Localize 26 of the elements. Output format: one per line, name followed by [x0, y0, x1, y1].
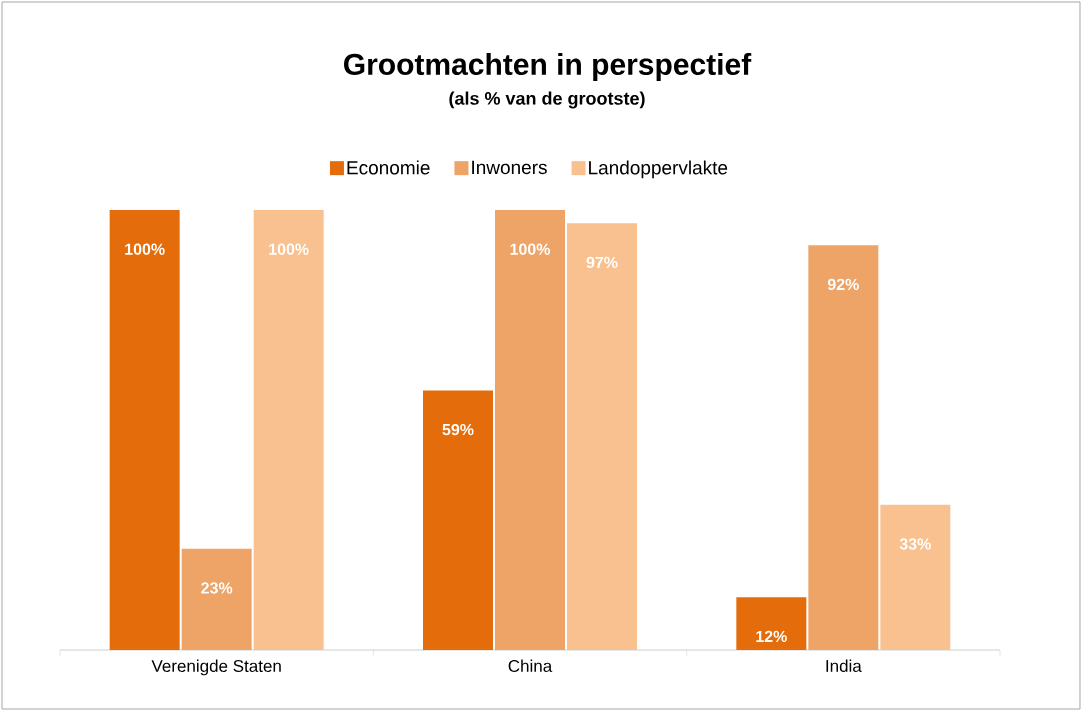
- bar: [567, 223, 638, 650]
- chart-title: Grootmachten in perspectief: [344, 53, 752, 81]
- legend-label: Economie: [347, 160, 430, 175]
- legend-label: Landoppervlakte: [589, 160, 728, 179]
- legend-label: Inwoners: [472, 160, 547, 175]
- bar: [495, 209, 565, 650]
- bar: [880, 504, 951, 650]
- x-tick-label: India: [826, 659, 862, 673]
- data-label: 92%: [827, 278, 859, 291]
- x-tick-label: Verenigde Staten: [151, 659, 281, 676]
- data-label: 100%: [510, 243, 551, 255]
- data-label: 100%: [125, 243, 165, 255]
- x-tick-label: China: [508, 659, 553, 673]
- bar: [109, 209, 180, 650]
- bar: [808, 245, 879, 650]
- chart-subtitle: (als % van de grootste): [449, 91, 645, 109]
- data-label: 33%: [899, 538, 931, 550]
- data-label: 23%: [201, 582, 233, 594]
- data-label: 97%: [586, 256, 618, 269]
- bar: [253, 209, 324, 650]
- bar: [181, 548, 252, 650]
- bar: [423, 390, 494, 650]
- bar: [736, 597, 807, 650]
- data-label: 100%: [269, 243, 309, 255]
- data-label: 59%: [442, 423, 474, 436]
- data-label: 12%: [756, 630, 787, 643]
